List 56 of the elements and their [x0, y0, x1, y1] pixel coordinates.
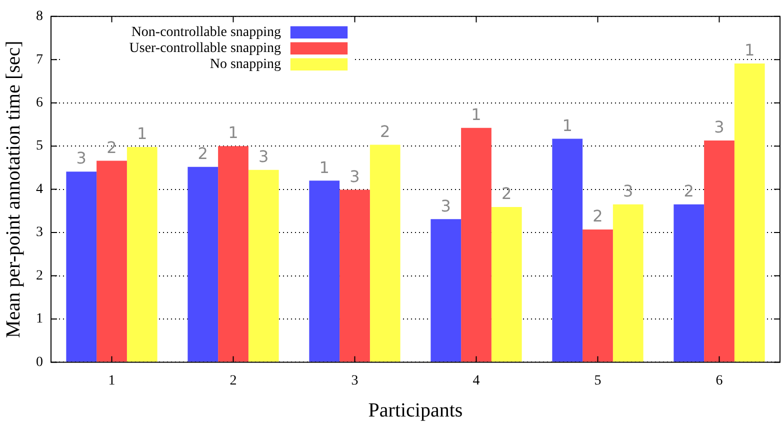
- annotation: 2: [380, 122, 390, 141]
- y-tick-label: 3: [36, 225, 43, 240]
- x-tick-label: 2: [230, 373, 237, 388]
- y-tick-label: 5: [36, 138, 43, 154]
- annotation: 2: [198, 144, 208, 163]
- y-axis-title: Mean per-point annotation time [sec]: [2, 40, 24, 338]
- bar: [674, 204, 704, 362]
- bar: [248, 170, 279, 362]
- x-tick-label: 6: [716, 373, 723, 388]
- annotation: 3: [440, 196, 451, 216]
- annotation: 2: [502, 184, 512, 204]
- bar: [370, 144, 400, 362]
- x-tick-label: 5: [594, 373, 602, 388]
- bar: [582, 230, 613, 362]
- bar: [96, 160, 127, 362]
- annotation: 2: [106, 138, 117, 157]
- y-tick-label: 0: [36, 354, 43, 370]
- bar: [461, 128, 492, 362]
- annotation: 2: [684, 182, 694, 201]
- legend-label: No snapping: [210, 57, 281, 72]
- y-tick-label: 7: [36, 52, 43, 68]
- y-tick-label: 1: [36, 312, 43, 327]
- annotation: 1: [319, 158, 330, 177]
- x-axis-title: Participants: [368, 399, 463, 422]
- annotation: 1: [137, 124, 148, 144]
- y-tick-label: 8: [36, 9, 43, 24]
- annotation: 3: [76, 148, 86, 168]
- annotation: 1: [744, 40, 755, 60]
- y-tick-label: 4: [36, 182, 43, 197]
- legend-label: Non-controllable snapping: [131, 25, 281, 40]
- bar: [188, 166, 218, 362]
- x-tick-label: 3: [351, 373, 358, 388]
- bar: [430, 219, 462, 362]
- y-tick-label: 2: [36, 268, 43, 284]
- annotation: 3: [350, 166, 360, 186]
- annotation: 3: [623, 182, 634, 201]
- y-tick-label: 6: [36, 96, 43, 111]
- bar: [704, 140, 734, 362]
- bar: [552, 138, 583, 362]
- annotation: 1: [562, 116, 572, 135]
- annotation: 1: [471, 105, 482, 124]
- annotation: 3: [258, 147, 269, 166]
- bar: [734, 64, 765, 362]
- x-tick-label: 4: [472, 373, 480, 388]
- bar: [340, 190, 370, 362]
- bar: [612, 204, 644, 362]
- annotation: 2: [592, 206, 603, 226]
- x-tick-label: 1: [108, 373, 116, 388]
- bar: [309, 180, 340, 362]
- bar: [491, 207, 522, 362]
- bar: [126, 146, 158, 362]
- annotation: 1: [228, 123, 238, 142]
- bar: [66, 172, 97, 362]
- bar: [218, 146, 248, 362]
- annotation: 3: [714, 118, 724, 137]
- legend-label: User-controllable snapping: [129, 41, 281, 56]
